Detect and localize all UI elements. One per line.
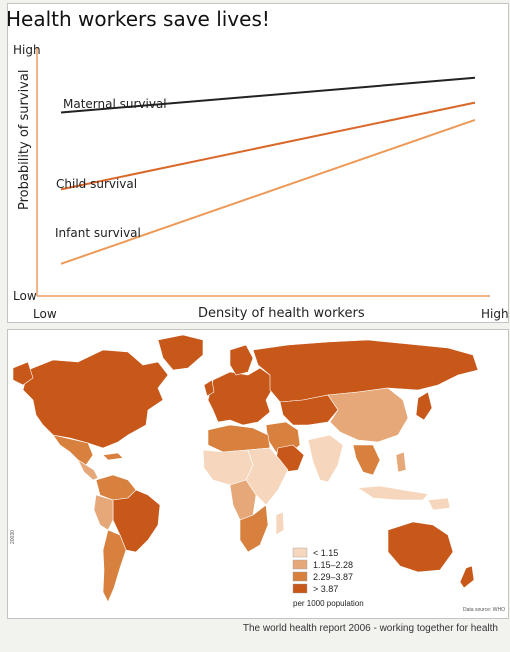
region-india: [307, 434, 344, 483]
x-tick-high: High: [481, 307, 509, 321]
legend-label-3: 2.29–3.87: [313, 572, 353, 582]
footer-caption: The world health report 2006 - working t…: [242, 623, 498, 634]
legend-title: per 1000 population: [293, 599, 364, 608]
region-andes: [93, 494, 114, 531]
y-tick-low: Low: [13, 289, 37, 303]
region-west-africa: [202, 449, 254, 486]
chart-title: Health workers save lives!: [8, 7, 270, 31]
series-label-1: Maternal survival: [63, 97, 167, 111]
x-tick-low: Low: [33, 307, 57, 321]
region-greenland: [157, 334, 204, 371]
region-argentina-chile: [102, 529, 127, 603]
world-map-panel: < 1.15 1.15–2.28 2.29–3.87 > 3.87 per 10…: [7, 329, 509, 619]
region-china: [327, 387, 409, 443]
region-australia: [387, 521, 454, 573]
survival-chart: Health workers save lives! High Low Low …: [8, 7, 509, 321]
region-brazil: [112, 489, 161, 553]
region-alaska: [12, 361, 34, 386]
region-north-africa: [207, 424, 271, 453]
region-europe: [207, 367, 274, 426]
x-axis-label: Density of health workers: [198, 306, 365, 321]
series-line-3: [60, 118, 476, 265]
series-label-2: Child survival: [56, 177, 137, 191]
map-edge-note: 20030: [10, 530, 16, 544]
region-philippines: [395, 451, 407, 473]
region-japan: [415, 391, 433, 421]
y-tick-high: High: [13, 43, 41, 57]
series-label-3: Infant survival: [55, 226, 141, 240]
legend-swatch-2: [292, 559, 308, 570]
region-central-asia: [279, 394, 339, 426]
chart-panel: Health workers save lives! High Low Low …: [7, 3, 509, 323]
map-legend: < 1.15 1.15–2.28 2.29–3.87 > 3.87 per 10…: [292, 547, 364, 608]
region-russia: [252, 339, 479, 403]
region-new-zealand: [459, 565, 475, 589]
region-central-america: [77, 459, 99, 481]
legend-swatch-1: [292, 547, 308, 558]
region-indonesia: [357, 485, 429, 501]
legend-label-1: < 1.15: [313, 548, 338, 558]
region-southern-africa: [239, 504, 269, 553]
legend-swatch-3: [292, 571, 308, 582]
region-scandinavia: [229, 344, 254, 376]
region-madagascar: [275, 511, 285, 536]
world-map: < 1.15 1.15–2.28 2.29–3.87 > 3.87 per 10…: [10, 334, 505, 613]
region-uk: [203, 379, 215, 397]
legend-swatch-4: [292, 583, 308, 594]
series-line-2: [60, 101, 476, 191]
region-png: [427, 497, 451, 511]
region-canada-usa: [22, 349, 169, 449]
legend-label-4: > 3.87: [313, 584, 338, 594]
region-caribbean: [102, 452, 124, 461]
region-east-africa: [245, 447, 289, 506]
y-axis-label: Probability of survival: [17, 70, 32, 210]
region-southeast-asia: [352, 444, 381, 476]
legend-label-2: 1.15–2.28: [313, 560, 353, 570]
series-layer: Maternal survival Child survival Infant su…: [55, 76, 476, 265]
map-source-note: Data source: WHO: [463, 607, 505, 613]
series-line-1: [60, 76, 476, 114]
